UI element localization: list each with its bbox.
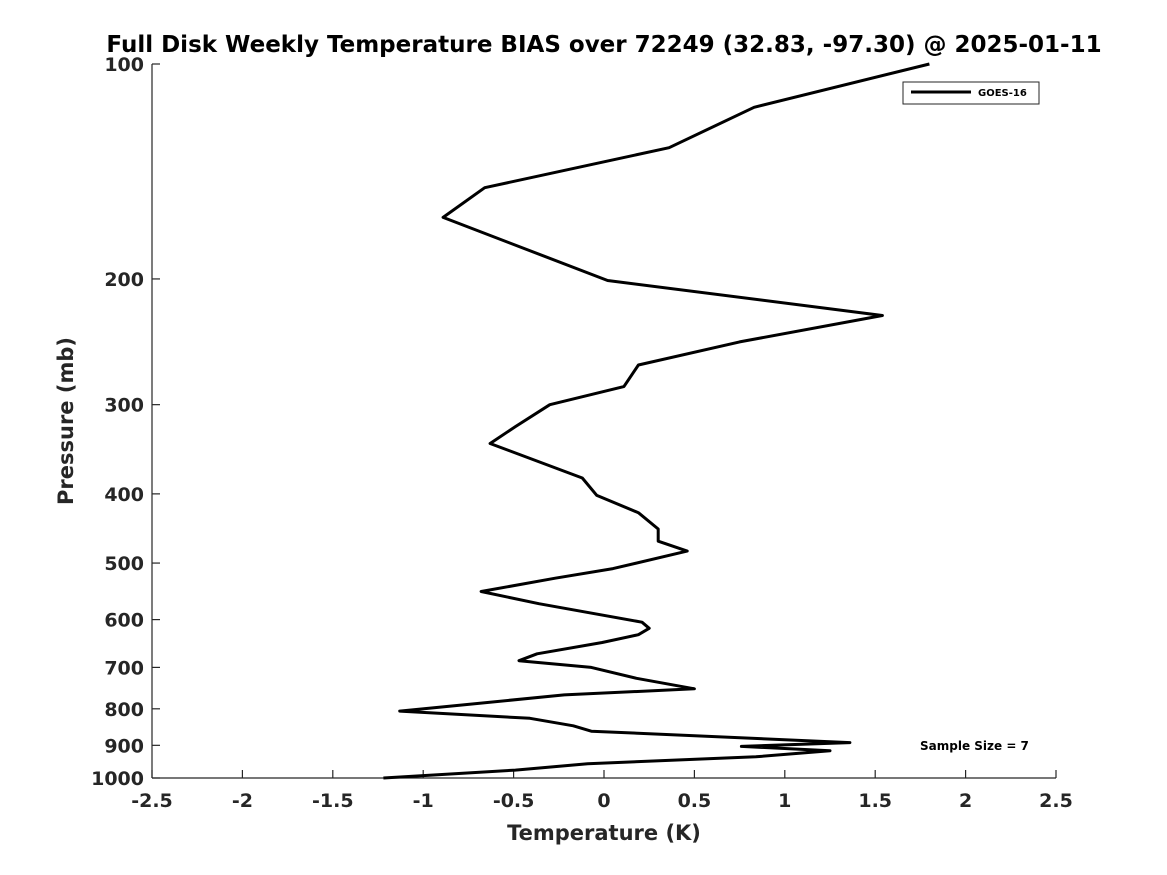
x-ticks: -2.5 -2 -1.5 -1 -0.5 0 0.5 1 1.5 2 2.5 [131, 770, 1073, 812]
y-tick-label: 200 [104, 269, 144, 291]
chart-title: Full Disk Weekly Temperature BIAS over 7… [106, 32, 1101, 58]
x-tick-label: -0.5 [493, 790, 535, 812]
sample-size-annotation: Sample Size = 7 [920, 739, 1029, 753]
x-tick-label: 1 [778, 790, 791, 812]
y-ticks: 100 200 300 400 500 600 700 800 900 1000 [91, 54, 160, 790]
x-tick-label: 2.5 [1039, 790, 1073, 812]
x-tick-label: 1.5 [858, 790, 892, 812]
y-tick-label: 700 [104, 657, 144, 679]
series-layer [383, 62, 930, 780]
y-tick-label: 800 [104, 699, 144, 721]
y-tick-label: 900 [104, 735, 144, 757]
y-tick-label: 100 [104, 54, 144, 76]
y-tick-label: 400 [104, 484, 144, 506]
series-line-goes-16 [383, 62, 930, 780]
x-tick-label: -1 [413, 790, 434, 812]
legend: GOES-16 [902, 81, 1040, 105]
x-tick-label: 0 [597, 790, 610, 812]
x-tick-label: 0.5 [678, 790, 712, 812]
x-tick-label: -2.5 [131, 790, 173, 812]
y-tick-label: 1000 [91, 768, 144, 790]
y-axis-label: Pressure (mb) [54, 337, 78, 505]
y-tick-label: 300 [104, 395, 144, 417]
y-tick-label: 600 [104, 610, 144, 632]
x-tick-label: -1.5 [312, 790, 354, 812]
x-tick-label: 2 [959, 790, 972, 812]
x-tick-label: -2 [232, 790, 253, 812]
x-axis-label: Temperature (K) [507, 821, 701, 845]
y-tick-label: 500 [104, 553, 144, 575]
legend-label-goes-16: GOES-16 [978, 88, 1027, 99]
